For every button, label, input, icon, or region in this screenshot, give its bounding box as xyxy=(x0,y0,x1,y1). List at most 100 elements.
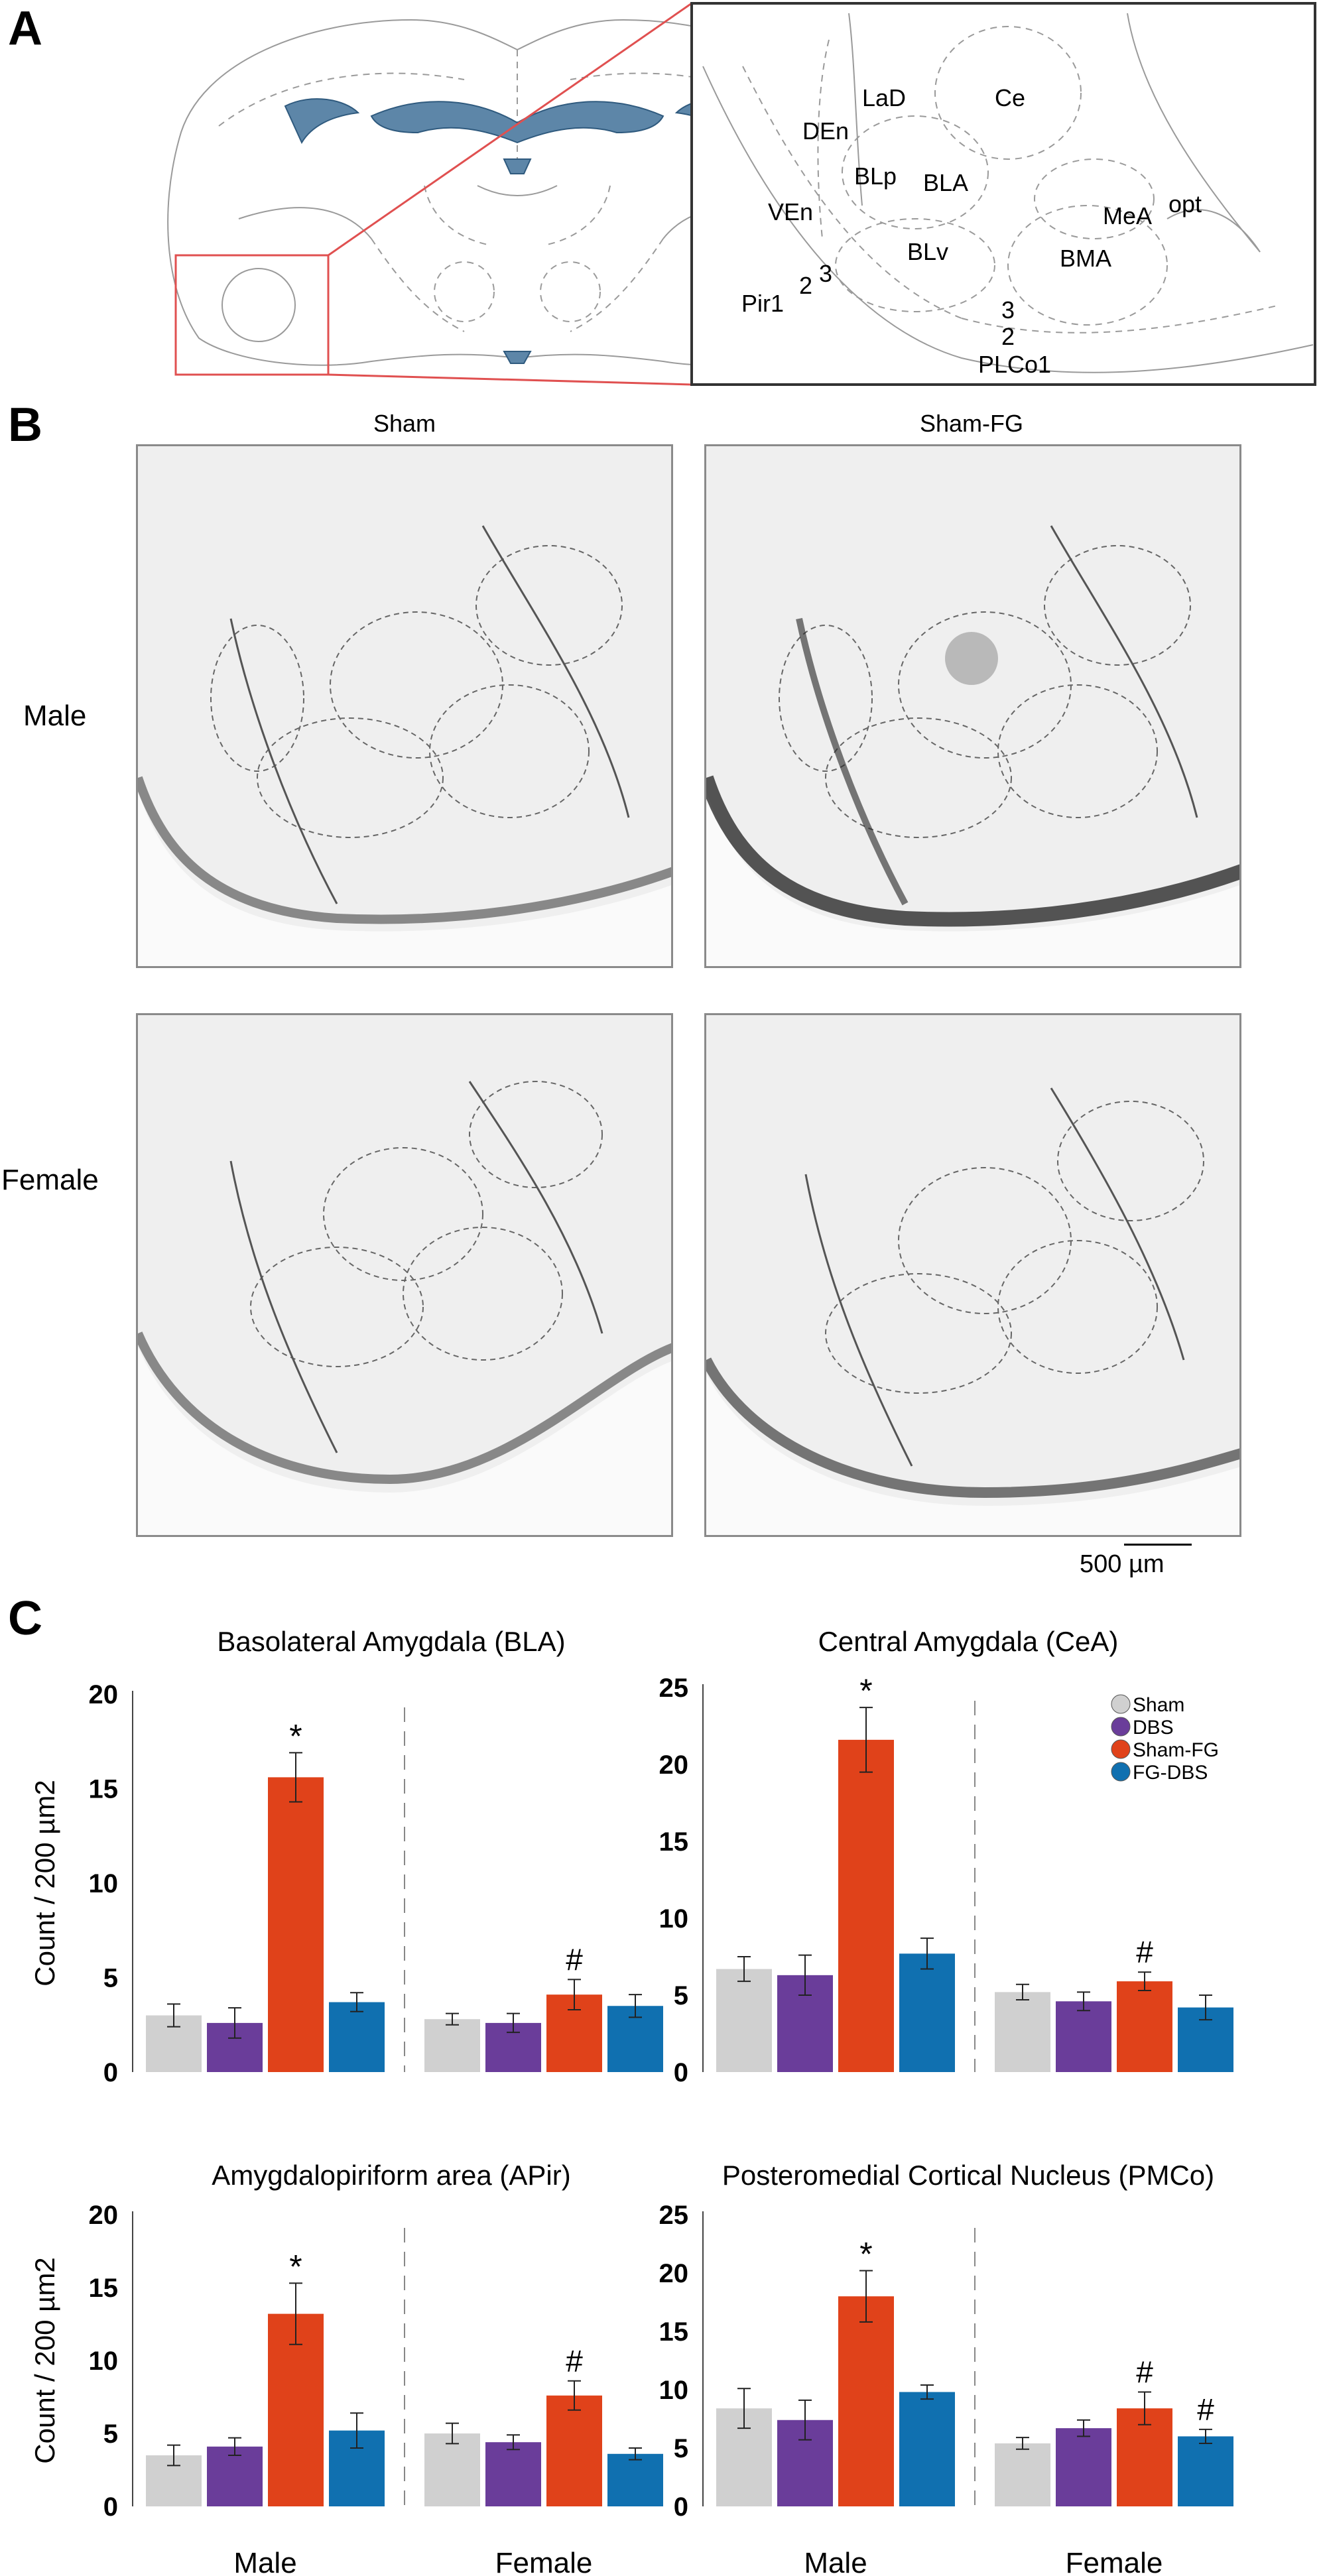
bar-fg-dbs-male xyxy=(329,2002,385,2072)
atlas-label-3b: 3 xyxy=(1001,296,1015,324)
atlas-label-pir1: Pir1 xyxy=(741,290,784,317)
y-tick-label: 5 xyxy=(674,2434,688,2463)
significance-mark: * xyxy=(859,2235,872,2272)
significance-mark: * xyxy=(289,1717,302,1754)
atlas-label-2b: 2 xyxy=(1001,323,1015,350)
bar-dbs-male xyxy=(207,2446,263,2506)
legend-label: Sham-FG xyxy=(1133,1739,1219,1761)
atlas-label-3a: 3 xyxy=(819,260,832,287)
atlas-label-blp: BLp xyxy=(854,162,897,190)
y-tick-label: 10 xyxy=(89,1869,119,1898)
bar-sham-male xyxy=(716,1969,772,2072)
bar-charts: Basolateral Amygdala (BLA) 0 5 10 15 20 Count … xyxy=(29,1626,1233,2576)
legend-swatch xyxy=(1111,1739,1131,1759)
x-group-label: Male xyxy=(804,2547,867,2576)
bar-sham-female xyxy=(995,2443,1050,2506)
column-title-sham: Sham xyxy=(373,410,436,437)
y-tick-label: 0 xyxy=(674,2058,688,2087)
y-tick-label: 10 xyxy=(659,2376,689,2405)
y-tick-label: 15 xyxy=(659,2317,689,2347)
y-axis-label: Count / 200 µm2 xyxy=(29,1780,60,1986)
bar-fg-dbs-male xyxy=(899,2392,955,2506)
chart-title: Posteromedial Cortical Nucleus (PMCo) xyxy=(722,2160,1214,2191)
chart-title: Basolateral Amygdala (BLA) xyxy=(217,1626,565,1657)
y-tick-label: 20 xyxy=(659,1750,689,1780)
atlas-label-plco1: PLCo1 xyxy=(978,351,1051,378)
bar-fg-dbs-female xyxy=(1178,2436,1233,2506)
atlas-label-2a: 2 xyxy=(799,272,812,299)
y-tick-label: 0 xyxy=(103,2058,118,2087)
atlas-label-lad: LaD xyxy=(862,84,906,111)
bar-fg-dbs-female xyxy=(607,2453,663,2506)
y-tick-label: 20 xyxy=(89,2201,119,2230)
panel-label-c: C xyxy=(8,1592,42,1645)
bar-dbs-female xyxy=(1056,2428,1111,2506)
y-tick-label: 15 xyxy=(659,1827,689,1857)
atlas-label-ven: VEn xyxy=(768,198,813,225)
atlas-label-bma: BMA xyxy=(1060,245,1111,272)
bar-sham-female xyxy=(995,1992,1050,2072)
y-tick-label: 10 xyxy=(89,2347,119,2376)
micrograph-female-sham xyxy=(136,1013,673,1537)
significance-mark: # xyxy=(566,2344,583,2378)
y-tick-label: 15 xyxy=(89,2274,119,2303)
legend-label: Sham xyxy=(1133,1694,1184,1716)
y-tick-label: 0 xyxy=(103,2492,118,2522)
bar-sham-fg-male xyxy=(838,1739,894,2072)
y-axis-label: Count / 200 µm2 xyxy=(29,2257,60,2463)
y-tick-label: 5 xyxy=(103,1964,118,1993)
y-tick-label: 5 xyxy=(674,1981,688,2010)
y-tick-label: 20 xyxy=(659,2259,689,2288)
bar-sham-fg-female xyxy=(546,2395,602,2506)
x-group-label: Male xyxy=(233,2547,296,2576)
significance-mark: # xyxy=(1197,2392,1214,2427)
atlas-label-blv: BLv xyxy=(907,238,948,265)
legend-label: DBS xyxy=(1133,1717,1174,1739)
bar-dbs-female xyxy=(1056,2001,1111,2072)
scale-bar-label: 500 µm xyxy=(1080,1550,1165,1578)
bar-fg-dbs-male xyxy=(899,1953,955,2072)
bar-sham-female xyxy=(424,2433,480,2506)
significance-mark: * xyxy=(289,2248,302,2285)
y-tick-label: 25 xyxy=(659,2201,689,2230)
atlas-label-bla: BLA xyxy=(923,169,968,196)
x-group-label: Female xyxy=(1066,2547,1163,2576)
legend-swatch xyxy=(1111,1762,1131,1782)
atlas-label-den: DEn xyxy=(802,117,849,145)
atlas-label-opt: opt xyxy=(1168,190,1202,217)
significance-mark: # xyxy=(1136,2355,1153,2390)
y-tick-label: 25 xyxy=(659,1674,689,1703)
chart-title: Central Amygdala (CeA) xyxy=(818,1626,1119,1657)
panel-label-b: B xyxy=(8,399,42,452)
legend-swatch xyxy=(1111,1717,1131,1737)
atlas-label-mea: MeA xyxy=(1103,202,1152,229)
legend-swatch xyxy=(1111,1694,1131,1714)
micrograph-male-sham xyxy=(136,444,673,968)
y-tick-label: 20 xyxy=(89,1680,119,1709)
atlas-figure: Ce LaD DEn BLp BLA VEn BLv MeA opt BMA P… xyxy=(167,2,1316,386)
row-label-male: Male xyxy=(23,700,87,732)
significance-mark: # xyxy=(1136,1935,1153,1969)
row-label-female: Female xyxy=(1,1164,99,1196)
bar-sham-fg-male xyxy=(268,2313,324,2506)
bar-sham-female xyxy=(424,2019,480,2072)
y-tick-label: 0 xyxy=(674,2492,688,2522)
bar-dbs-female xyxy=(485,2442,541,2506)
legend-label: FG-DBS xyxy=(1133,1762,1208,1784)
y-tick-label: 10 xyxy=(659,1904,689,1933)
y-tick-label: 5 xyxy=(103,2420,118,2449)
significance-mark: # xyxy=(566,1942,583,1977)
bar-sham-fg-male xyxy=(268,1777,324,2072)
bar-sham-fg-female xyxy=(1117,1981,1172,2072)
chart-title: Amygdalopiriform area (APir) xyxy=(212,2160,571,2191)
significance-mark: * xyxy=(859,1672,872,1709)
column-title-sham-fg: Sham-FG xyxy=(919,410,1024,437)
y-tick-label: 15 xyxy=(89,1775,119,1804)
bar-sham-fg-male xyxy=(838,2296,894,2506)
x-group-label: Female xyxy=(495,2547,593,2576)
panel-label-a: A xyxy=(8,2,42,55)
micrograph-male-sham-fg xyxy=(704,444,1241,968)
scale-bar xyxy=(1124,1544,1192,1546)
micrograph-female-sham-fg xyxy=(704,1013,1241,1537)
atlas-label-ce: Ce xyxy=(995,84,1025,111)
